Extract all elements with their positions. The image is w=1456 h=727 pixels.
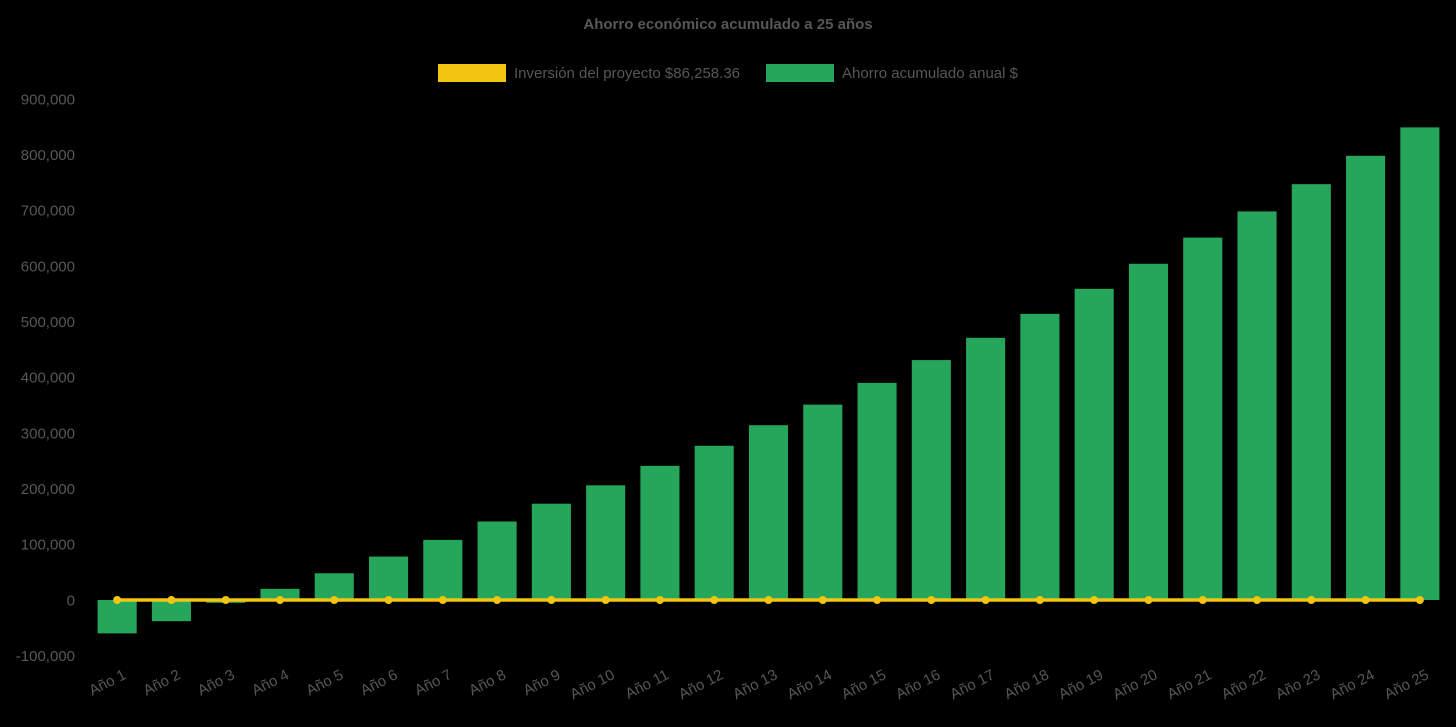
y-tick-label: 0 (67, 592, 75, 609)
bar-año-24 (1346, 155, 1386, 600)
x-tick-label: Año 16 (893, 666, 943, 703)
bar-año-23 (1291, 184, 1331, 601)
x-tick-label: Año 6 (358, 666, 401, 699)
y-tick-label: 700,000 (21, 203, 75, 220)
line-marker (167, 596, 176, 604)
x-tick-label: Año 3 (195, 666, 238, 699)
x-tick-label: Año 24 (1327, 666, 1377, 703)
x-tick-label: Año 12 (676, 666, 726, 703)
y-tick-label: 400,000 (21, 370, 75, 387)
y-tick-label: 600,000 (21, 258, 75, 275)
x-tick-label: Año 14 (785, 666, 835, 703)
line-marker (1198, 596, 1207, 604)
bar-año-6 (368, 556, 409, 600)
line-marker (221, 596, 230, 604)
x-tick-label: Año 22 (1219, 666, 1269, 703)
bar-año-15 (857, 382, 897, 600)
line-marker (601, 596, 610, 604)
line-marker (113, 596, 122, 604)
line-marker (1035, 596, 1044, 604)
bar-año-20 (1128, 263, 1169, 600)
x-tick-label: Año 18 (1002, 666, 1052, 703)
bar-año-13 (748, 425, 789, 600)
x-tick-label: Año 19 (1056, 666, 1106, 703)
x-tick-label: Año 15 (839, 666, 889, 703)
bar-año-7 (423, 539, 463, 600)
x-tick-label: Año 13 (730, 666, 780, 703)
y-tick-label: -100,000 (16, 648, 75, 665)
bar-año-21 (1183, 237, 1223, 601)
x-tick-label: Año 25 (1382, 666, 1432, 703)
x-tick-label: Año 7 (412, 666, 455, 699)
y-tick-label: 800,000 (21, 147, 75, 164)
bar-año-4 (260, 588, 300, 600)
x-tick-label: Año 4 (249, 666, 292, 699)
y-tick-label: 500,000 (21, 314, 75, 331)
line-marker (710, 596, 719, 604)
chart-title: Ahorro económico acumulado a 25 años (583, 16, 873, 33)
line-marker (1307, 596, 1316, 604)
line-marker (493, 596, 502, 604)
bar-año-1 (97, 600, 137, 634)
legend-item-ahorro: Ahorro acumulado anual $ (766, 64, 1018, 82)
bar-año-22 (1237, 211, 1277, 601)
line-marker (818, 596, 827, 604)
line-marker (655, 596, 664, 604)
y-tick-label: 200,000 (21, 481, 75, 498)
x-tick-label: Año 9 (521, 666, 564, 699)
bar-año-9 (531, 503, 571, 600)
legend: Inversión del proyecto $86,258.36 Ahorro… (0, 64, 1456, 82)
bar-año-5 (314, 573, 354, 600)
bar-año-11 (640, 465, 680, 600)
bar-año-17 (966, 337, 1006, 600)
x-tick-label: Año 23 (1273, 666, 1323, 703)
legend-swatch-ahorro (766, 64, 835, 82)
y-tick-label: 100,000 (21, 537, 75, 554)
legend-label-inversion: Inversión del proyecto $86,258.36 (514, 64, 741, 82)
line-marker (1361, 596, 1370, 604)
bar-año-10 (586, 485, 626, 600)
x-tick-label: Año 8 (466, 666, 509, 699)
x-tick-label: Año 5 (303, 666, 346, 699)
line-marker (438, 596, 447, 604)
line-marker (981, 596, 990, 604)
bar-año-18 (1020, 313, 1060, 600)
line-marker (764, 596, 773, 604)
x-tick-label: Año 2 (141, 666, 184, 699)
line-marker (1144, 596, 1153, 604)
legend-swatch-inversion (438, 64, 507, 82)
line-marker (330, 596, 339, 604)
line-marker (1415, 596, 1424, 604)
line-marker (1253, 596, 1262, 604)
x-tick-label: Año 21 (1164, 666, 1214, 703)
legend-item-inversion: Inversión del proyecto $86,258.36 (438, 64, 740, 82)
y-tick-label: 300,000 (21, 425, 75, 442)
line-marker (873, 596, 882, 604)
bar-año-2 (151, 600, 191, 622)
line-marker (384, 596, 393, 604)
line-marker (547, 596, 556, 604)
line-marker (927, 596, 936, 604)
line-marker (1090, 596, 1099, 604)
legend-label-ahorro: Ahorro acumulado anual $ (842, 64, 1018, 82)
x-tick-label: Año 1 (86, 666, 129, 699)
bar-año-12 (694, 445, 734, 600)
bar-año-25 (1400, 127, 1440, 600)
bar-año-14 (803, 404, 843, 600)
bar-año-19 (1074, 288, 1114, 600)
x-tick-label: Año 11 (623, 666, 672, 702)
y-tick-label: 900,000 (21, 91, 75, 108)
bar-año-8 (477, 521, 517, 600)
x-tick-label: Año 20 (1110, 666, 1160, 703)
line-marker (275, 596, 284, 604)
x-tick-label: Año 10 (567, 666, 617, 703)
x-tick-label: Año 17 (947, 666, 997, 703)
bar-año-16 (911, 360, 951, 600)
